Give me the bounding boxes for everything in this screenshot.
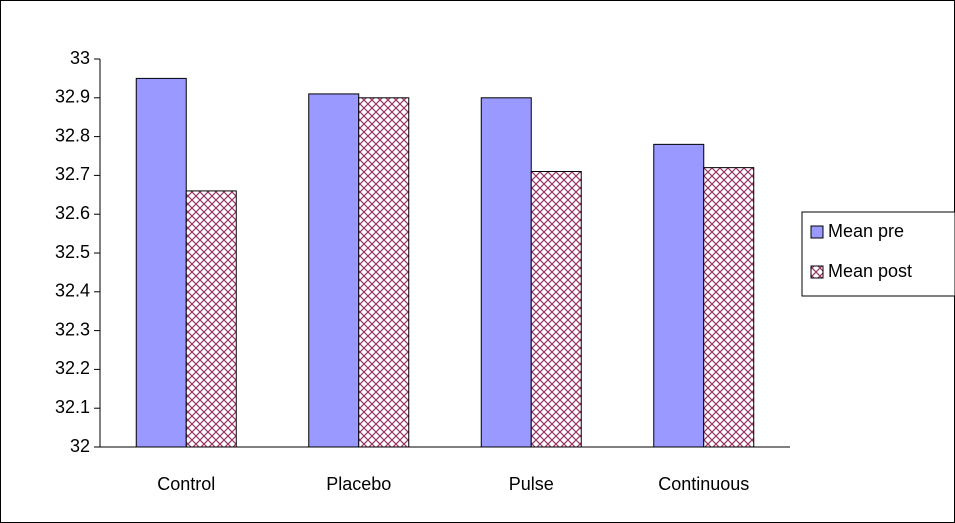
bar [480, 97, 532, 448]
y-tick-label: 32.2 [55, 358, 90, 378]
y-tick-label: 32.3 [55, 319, 90, 339]
x-tick-label: Control [157, 474, 215, 494]
bar [653, 143, 705, 448]
x-tick-label: Pulse [509, 474, 554, 494]
y-tick-label: 33 [70, 48, 90, 68]
y-tick-label: 32.8 [55, 125, 90, 145]
y-tick-label: 32.7 [55, 164, 90, 184]
bar [358, 97, 410, 448]
legend-label: Mean post [828, 261, 912, 281]
legend-label: Mean pre [828, 221, 904, 241]
legend [801, 211, 955, 297]
bar [185, 190, 237, 448]
y-tick-label: 32 [70, 436, 90, 456]
legend-swatch [810, 225, 824, 239]
y-tick-label: 32.4 [55, 281, 90, 301]
bar [308, 93, 360, 448]
x-tick-label: Placebo [326, 474, 391, 494]
legend-swatch [810, 265, 824, 279]
y-tick-label: 32.9 [55, 87, 90, 107]
y-tick-label: 32.6 [55, 203, 90, 223]
y-tick-label: 32.1 [55, 397, 90, 417]
bar [703, 167, 755, 448]
y-tick-label: 32.5 [55, 242, 90, 262]
x-tick-label: Continuous [658, 474, 749, 494]
bar [530, 171, 582, 448]
bar [135, 77, 187, 448]
